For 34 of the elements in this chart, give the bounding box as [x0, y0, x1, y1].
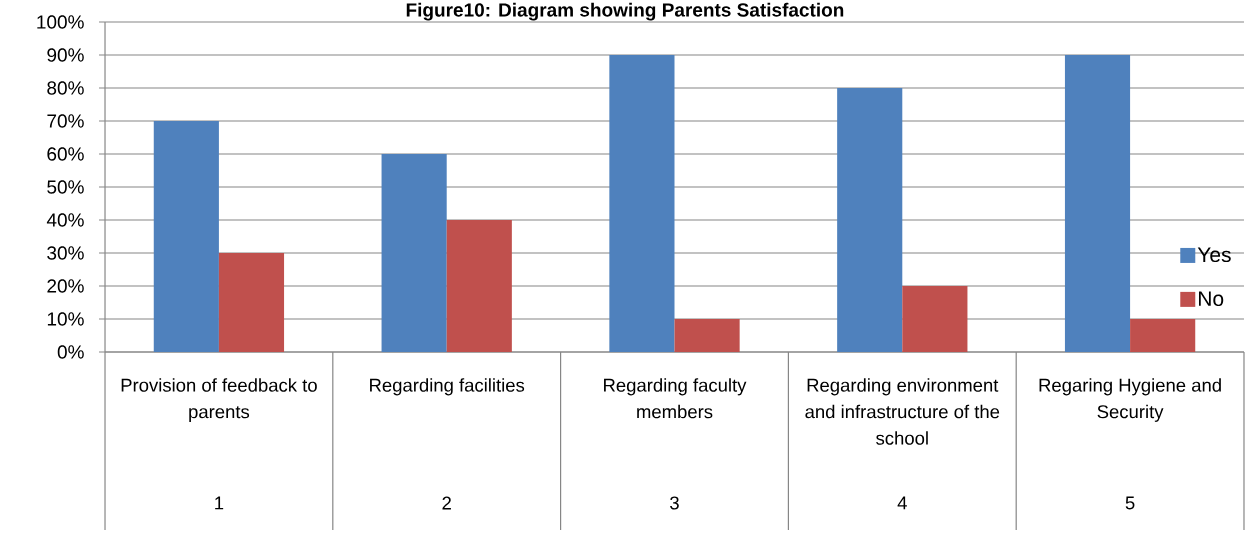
x-tick-label: Regarding environment and infrastructure of the school [805, 378, 1000, 445]
legend-label: No [1199, 291, 1224, 307]
y-tick-label: 30% [47, 246, 84, 260]
y-tick-label: 50% [47, 180, 84, 194]
y-tick-label: 70% [47, 114, 84, 128]
text: 2 [442, 496, 451, 510]
x-tick-label: Provision of feedback to parents [121, 378, 317, 422]
chart-title: Figure10: Diagram showing Parents Satisfaction [406, 2, 844, 21]
bar [381, 153, 447, 352]
x-tick-label: Regarding facilities [370, 378, 525, 396]
bar [609, 55, 675, 352]
bar [218, 252, 285, 352]
text: 3 [670, 496, 679, 510]
bar [902, 285, 968, 352]
y-tick-label: 90% [47, 48, 84, 62]
bar [674, 318, 740, 352]
y-tick-label: 80% [47, 81, 84, 95]
bar [1130, 318, 1196, 352]
bar [1064, 55, 1131, 352]
bar [153, 121, 219, 352]
y-tick-label: 60% [47, 147, 84, 161]
legend-label: Yes [1197, 247, 1231, 263]
text: 5 [1125, 496, 1135, 510]
y-tick-label: 40% [46, 213, 84, 227]
y-tick-label: 100% [37, 15, 84, 29]
text: 1 [215, 496, 224, 510]
x-tick-label: Regarding faculty members [604, 378, 747, 419]
bar [446, 219, 512, 352]
y-tick-label: 0% [57, 345, 84, 359]
x-tick-label: Regaring Hygiene and Security [1039, 378, 1221, 422]
text: 4 [897, 496, 907, 510]
y-tick-label: 20% [47, 279, 84, 293]
y-tick-label: 10% [47, 312, 84, 326]
bar [837, 87, 903, 352]
